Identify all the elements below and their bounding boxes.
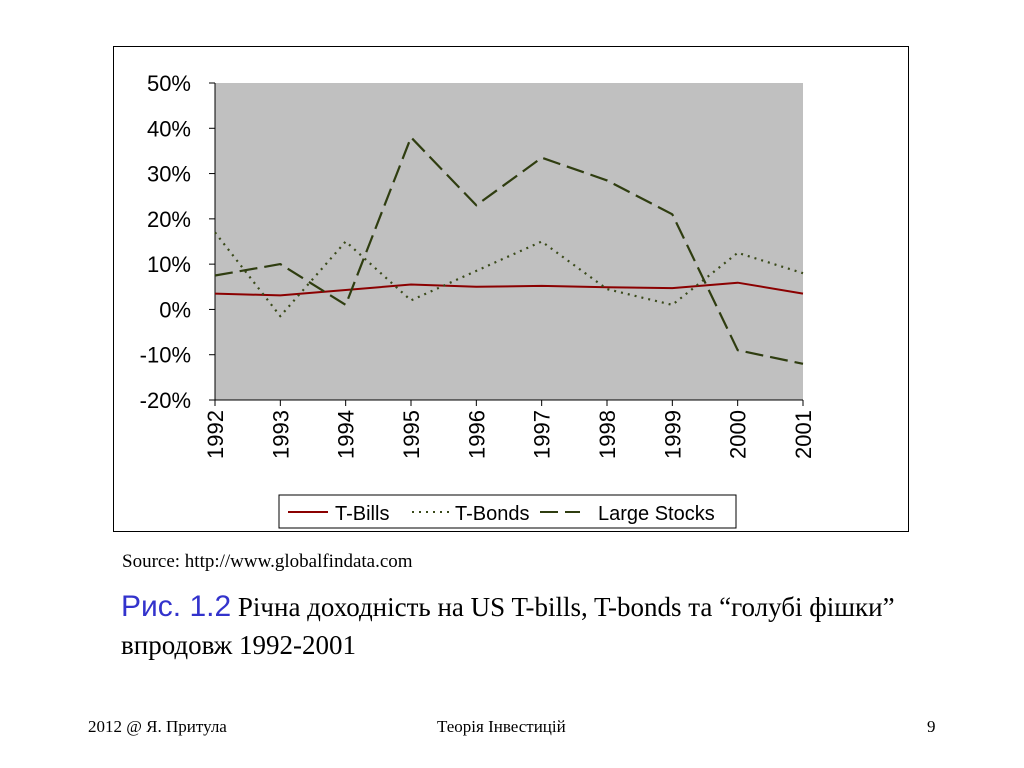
legend-box	[278, 494, 737, 529]
source-line: Source: http://www.globalfindata.com	[122, 551, 413, 572]
x-tick-label: 1993	[268, 410, 293, 459]
footer-author: 2012 @ Я. Притула	[88, 717, 227, 736]
caption-text: Річна доходність на US T-bills, T-bonds …	[121, 592, 895, 660]
x-tick-label: 2000	[726, 410, 751, 459]
figure-caption: Рис. 1.2 Річна доходність на US T-bills,…	[121, 588, 921, 664]
y-tick-label: -10%	[140, 343, 191, 368]
y-tick-label: 10%	[147, 252, 191, 277]
line-chart: 50% 40% 30% 20% 10% 0% -10% -20% 1992 1993 1994 199…	[140, 71, 816, 529]
x-tick-label: 1997	[530, 410, 555, 459]
x-tick-label: 1996	[464, 410, 489, 459]
page-number: 9	[927, 717, 936, 736]
legend-label: Large Stocks	[598, 503, 715, 525]
y-tick-label: 40%	[147, 116, 191, 141]
series-line-t-bonds	[214, 231, 804, 318]
footer-course-title: Теорія Інвестицій	[437, 717, 566, 736]
series-line-large-stocks	[214, 136, 804, 365]
plot-area	[215, 83, 803, 400]
x-tick-label: 1998	[595, 410, 620, 459]
y-tick-label: -20%	[140, 388, 191, 413]
x-tick-label: 1999	[660, 410, 685, 459]
legend-label: T-Bills	[335, 503, 389, 525]
chart-frame: 50% 40% 30% 20% 10% 0% -10% -20% 1992 1993 1994 199…	[113, 46, 909, 532]
x-tick-label: 1992	[203, 410, 228, 459]
y-tick-label: 50%	[147, 71, 191, 96]
legend-label: T-Bonds	[455, 503, 529, 525]
y-tick-label: 20%	[147, 207, 191, 232]
y-tick-label: 0%	[159, 297, 191, 322]
y-tick-label: 30%	[147, 162, 191, 187]
x-tick-label: 2001	[791, 410, 816, 459]
x-tick-label: 1995	[399, 410, 424, 459]
x-tick-label: 1994	[334, 410, 359, 459]
caption-label: Рис. 1.2	[121, 590, 232, 623]
series-line-t-bills	[214, 281, 804, 297]
